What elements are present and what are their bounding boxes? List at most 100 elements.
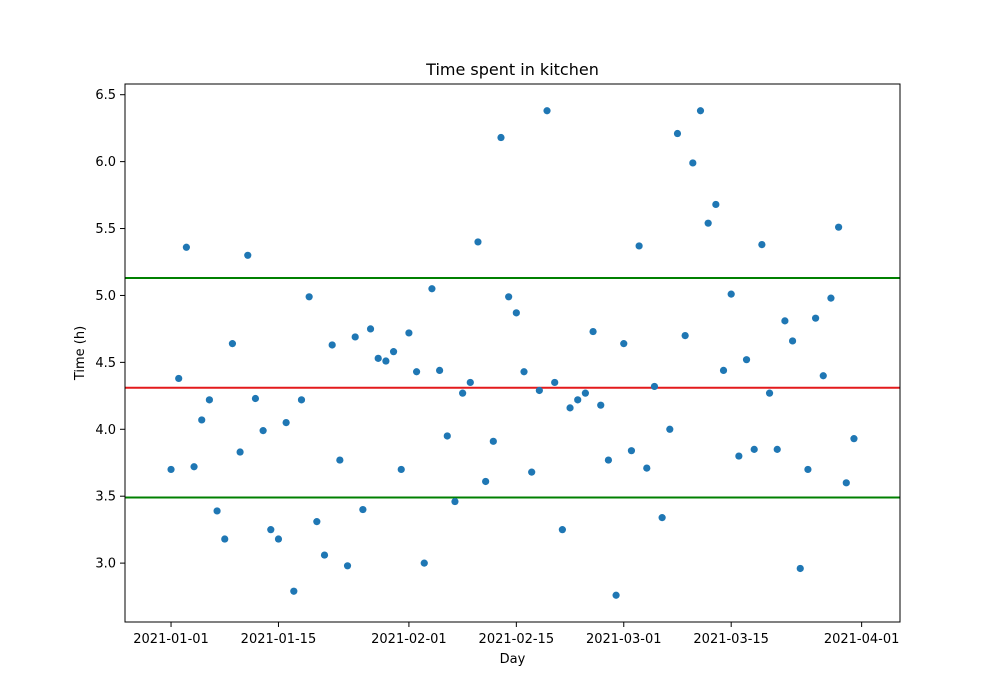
data-point [167, 465, 175, 474]
x-tick-label: 2021-02-01 [371, 632, 447, 647]
data-point [389, 348, 398, 356]
x-axis-ticks: 2021-01-01 2021-01-15 2021-02-01 2021-02-15… [133, 622, 899, 647]
data-point [489, 437, 497, 445]
y-tick-label: 6.5 [95, 88, 116, 103]
data-point [528, 468, 536, 476]
data-point [811, 314, 820, 322]
data-point [474, 238, 482, 246]
data-point [282, 418, 290, 427]
data-point [827, 294, 835, 302]
data-point [788, 337, 797, 345]
x-tick-label: 2021-02-15 [479, 632, 555, 647]
plot-frame [124, 83, 901, 623]
data-point [742, 356, 751, 364]
data-point [351, 333, 359, 341]
data-point [336, 456, 344, 464]
data-point [835, 223, 843, 231]
data-point [374, 354, 382, 362]
data-point [482, 477, 490, 486]
data-point [297, 396, 306, 404]
data-point [443, 432, 451, 440]
data-point [612, 591, 620, 599]
data-point [359, 505, 367, 514]
data-point [781, 317, 789, 325]
data-point [666, 425, 674, 433]
x-tick-label: 2021-03-15 [693, 632, 769, 647]
data-point [627, 447, 636, 455]
data-point [543, 107, 551, 115]
data-point [244, 251, 252, 259]
data-point [597, 401, 605, 409]
data-point [650, 382, 659, 391]
data-point [643, 464, 651, 472]
data-point [436, 366, 444, 374]
data-point [397, 465, 405, 474]
data-point [750, 445, 758, 453]
data-point [213, 507, 221, 515]
data-point [366, 325, 375, 333]
data-point [673, 129, 682, 138]
data-point [819, 372, 827, 380]
data-point [267, 526, 275, 534]
data-point [796, 564, 804, 573]
data-point [620, 340, 628, 348]
y-tick-label: 5.5 [95, 222, 116, 237]
data-point [290, 587, 298, 595]
data-point [765, 389, 774, 397]
data-point [505, 293, 513, 301]
data-point [558, 526, 566, 534]
data-point [658, 514, 666, 522]
data-point [236, 448, 244, 456]
data-point [704, 219, 712, 227]
y-tick-label: 4.0 [95, 423, 116, 438]
data-point [313, 518, 321, 526]
x-axis-label: Day [500, 652, 526, 667]
reference-lines [125, 277, 900, 499]
data-point [205, 396, 214, 404]
y-axis-label: Time (h) [73, 326, 88, 381]
data-point [574, 396, 582, 404]
data-point [581, 389, 589, 397]
data-point [758, 240, 766, 249]
data-point [343, 562, 352, 570]
data-point [520, 368, 528, 376]
data-point [497, 133, 505, 142]
data-point [512, 309, 520, 317]
data-point [842, 479, 850, 487]
data-point [604, 456, 613, 464]
y-tick-label: 4.5 [95, 356, 116, 371]
x-tick-label: 2021-01-01 [133, 632, 209, 647]
data-point [228, 340, 237, 348]
data-point [451, 497, 459, 506]
data-point [190, 463, 198, 471]
data-point [221, 535, 229, 543]
data-point [382, 357, 390, 365]
data-point [589, 327, 597, 336]
data-point [428, 285, 436, 293]
data-point [681, 332, 689, 340]
data-point [566, 404, 574, 412]
data-point [719, 366, 728, 374]
x-tick-label: 2021-04-01 [824, 632, 900, 647]
data-point [182, 243, 190, 251]
data-point [198, 416, 206, 424]
data-point [850, 435, 858, 443]
plot-background [125, 84, 900, 622]
data-point [420, 559, 428, 567]
data-points [167, 107, 858, 599]
data-point [320, 551, 329, 559]
data-point [274, 535, 283, 543]
data-point [804, 465, 812, 474]
data-point [689, 159, 697, 167]
data-point [328, 341, 336, 349]
data-point [175, 374, 183, 383]
y-tick-label: 6.0 [95, 155, 116, 170]
data-point [405, 329, 413, 337]
y-tick-label: 3.0 [95, 557, 116, 572]
y-tick-label: 3.5 [95, 490, 116, 505]
data-point [727, 290, 735, 298]
chart-title: Time spent in kitchen [425, 60, 599, 79]
data-point [773, 445, 781, 453]
